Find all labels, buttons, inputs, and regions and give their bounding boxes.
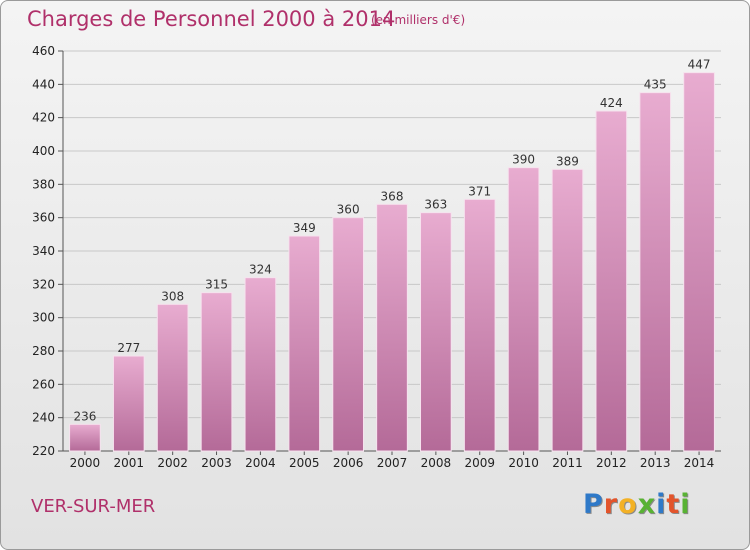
bar	[112, 355, 145, 452]
bar	[200, 292, 233, 452]
x-tick-label: 2005	[289, 456, 320, 470]
bar	[551, 168, 584, 452]
data-label: 360	[337, 203, 360, 217]
proxiti-logo[interactable]: Proxiti	[583, 489, 691, 520]
x-tick-label: 2008	[421, 456, 452, 470]
place-name: VER-SUR-MER	[31, 496, 156, 517]
y-tick-label: 400	[32, 144, 55, 158]
y-tick-label: 460	[32, 44, 55, 58]
y-tick-label: 220	[32, 444, 55, 458]
data-label: 435	[644, 78, 667, 92]
bar	[507, 167, 540, 452]
data-label: 447	[688, 58, 711, 72]
bar	[420, 212, 452, 452]
data-label: 424	[600, 96, 623, 110]
data-label: 390	[512, 153, 535, 167]
y-tick-label: 380	[32, 177, 55, 191]
x-tick-label: 2014	[684, 456, 715, 470]
chart-subtitle: (en milliers d'€)	[371, 13, 466, 27]
y-tick-label: 300	[32, 311, 55, 325]
x-tick-label: 2010	[508, 456, 539, 470]
x-tick-label: 2000	[70, 456, 101, 470]
logo-letter: o	[618, 489, 638, 520]
y-tick-label: 440	[32, 77, 55, 91]
x-tick-label: 2006	[333, 456, 364, 470]
x-tick-label: 2007	[377, 456, 408, 470]
y-tick-label: 260	[32, 377, 55, 391]
bar	[244, 277, 277, 452]
x-tick-label: 2012	[596, 456, 627, 470]
bar	[69, 423, 101, 452]
logo-letter: i	[680, 489, 691, 520]
bar	[639, 92, 672, 452]
data-label: 308	[161, 289, 184, 303]
bar	[595, 110, 628, 452]
x-tick-label: 2003	[201, 456, 232, 470]
bar	[463, 198, 496, 452]
logo-letter: P	[583, 489, 604, 520]
x-tick-label: 2001	[114, 456, 145, 470]
data-label: 277	[117, 341, 140, 355]
logo-letter: x	[637, 489, 657, 520]
bar	[288, 235, 321, 452]
chart-title: Charges de Personnel 2000 à 2014	[27, 7, 396, 31]
data-label: 349	[293, 221, 316, 235]
bar	[332, 217, 364, 452]
x-tick-label: 2013	[640, 456, 671, 470]
logo-letter: t	[666, 489, 681, 520]
bar	[376, 203, 408, 452]
data-label: 389	[556, 154, 579, 168]
y-tick-label: 340	[32, 244, 55, 258]
y-tick-label: 280	[32, 344, 55, 358]
x-tick-label: 2011	[552, 456, 583, 470]
data-label: 236	[73, 409, 96, 423]
y-tick-label: 420	[32, 111, 55, 125]
data-label: 324	[249, 263, 272, 277]
x-tick-label: 2009	[464, 456, 495, 470]
data-label: 363	[424, 198, 447, 212]
y-tick-label: 320	[32, 277, 55, 291]
data-label: 371	[468, 184, 491, 198]
data-label: 368	[381, 189, 404, 203]
data-label: 315	[205, 278, 228, 292]
y-tick-label: 360	[32, 211, 55, 225]
bars	[69, 72, 715, 452]
logo-letter: i	[656, 489, 667, 520]
bar	[683, 72, 715, 452]
logo-letter: r	[603, 489, 619, 520]
bar	[156, 303, 189, 452]
y-tick-label: 240	[32, 411, 55, 425]
labels: 220 240 260 280 300 320 340 360 380 400 420 440 460 2…	[32, 44, 714, 470]
x-tick-label: 2002	[157, 456, 188, 470]
x-tick-label: 2004	[245, 456, 276, 470]
